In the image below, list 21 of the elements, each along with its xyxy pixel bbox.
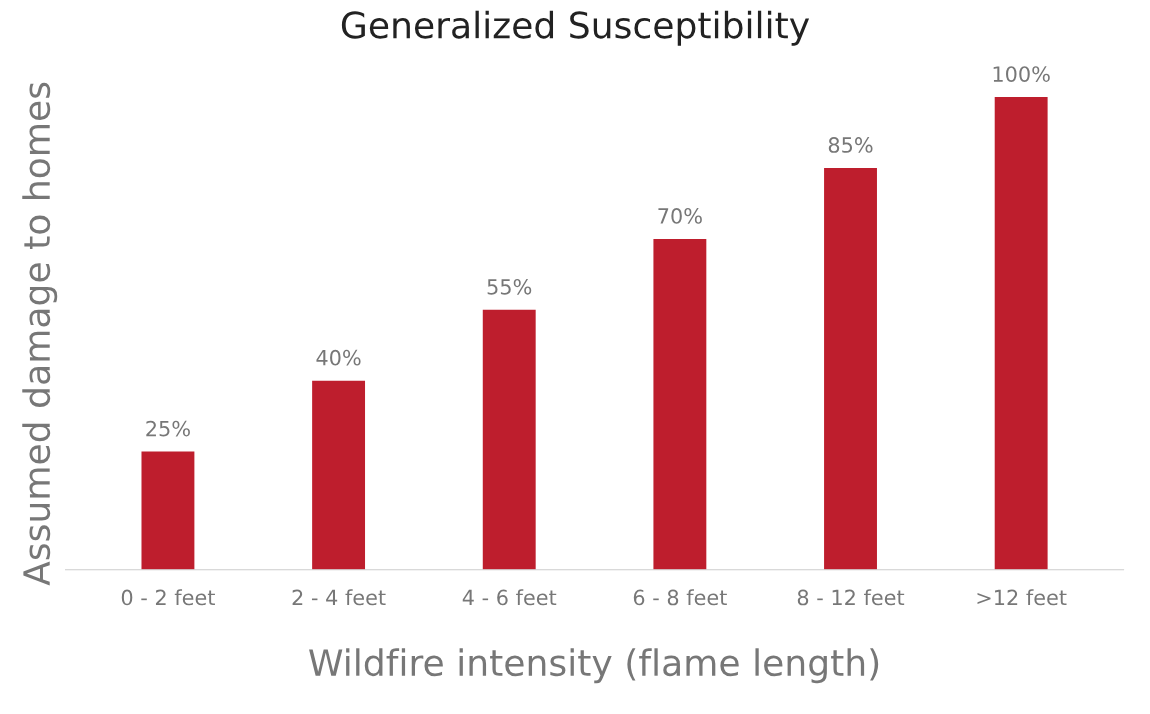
x-tick-label: 0 - 2 feet <box>121 589 215 606</box>
data-label: 55% <box>487 278 532 295</box>
x-axis-title: Wildfire intensity (flame length) <box>309 648 879 684</box>
data-label: 70% <box>658 208 702 224</box>
bar <box>141 451 195 570</box>
x-tick-label: 8 - 12 feet <box>797 589 905 606</box>
x-tick-label: 6 - 8 feet <box>633 589 727 606</box>
bar <box>312 380 366 570</box>
data-label: 85% <box>828 137 873 153</box>
y-axis-title: Assumed damage to homes <box>22 82 58 586</box>
bar <box>482 309 536 570</box>
data-label: 40% <box>316 349 361 366</box>
x-tick-label: 2 - 4 feet <box>292 589 386 606</box>
data-label: 25% <box>146 420 190 437</box>
bar <box>653 238 707 570</box>
bar <box>994 97 1048 570</box>
x-tick-label: >12 feet <box>977 589 1067 606</box>
x-tick-label: 4 - 6 feet <box>462 589 557 606</box>
data-label: 100% <box>993 66 1050 82</box>
chart-title: Generalized Susceptibility <box>341 10 810 46</box>
bar <box>824 168 877 570</box>
